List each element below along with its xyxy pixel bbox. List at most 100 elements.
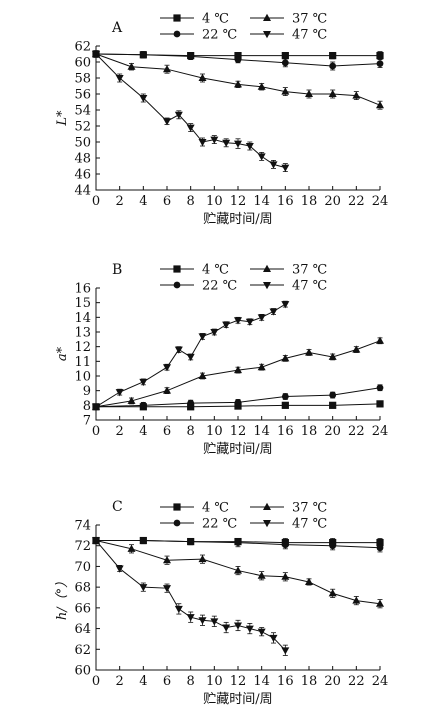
legend-label: 22 ℃ — [202, 28, 237, 43]
x-tick-label: 2 — [116, 194, 124, 209]
y-tick-label: 58 — [74, 72, 91, 87]
series-line — [95, 303, 286, 408]
x-tick-label: 4 — [139, 424, 147, 439]
x-tick-label: 2 — [116, 674, 124, 689]
data-point — [198, 139, 207, 147]
data-point — [245, 318, 254, 326]
series-47c — [92, 300, 290, 411]
data-point — [269, 161, 278, 169]
series-47c — [92, 537, 290, 656]
data-point — [329, 542, 337, 550]
x-tick-label: 8 — [187, 674, 195, 689]
x-tick-label: 20 — [324, 424, 341, 439]
data-point — [245, 625, 254, 633]
data-point — [257, 363, 266, 371]
x-tick-label: 12 — [230, 424, 247, 439]
x-tick-label: 4 — [139, 194, 147, 209]
y-tick-label: 68 — [74, 581, 91, 596]
data-point — [257, 628, 266, 636]
y-tick-label: 10 — [74, 370, 91, 385]
x-tick-label: 18 — [301, 424, 318, 439]
y-tick-label: 44 — [74, 184, 91, 199]
legend-label: 37 ℃ — [292, 501, 327, 516]
legend-label: 4 ℃ — [202, 501, 229, 516]
data-point — [376, 101, 384, 109]
data-point — [139, 378, 148, 387]
data-point — [257, 153, 266, 161]
x-tick-label: 14 — [253, 194, 270, 209]
legend-item: 47 ℃ — [250, 517, 327, 532]
data-point — [234, 140, 242, 148]
y-tick-label: 56 — [74, 88, 91, 103]
series-37c — [92, 49, 384, 110]
legend-marker — [173, 30, 181, 38]
y-tick-label: 54 — [74, 104, 91, 119]
data-point — [234, 52, 242, 60]
data-point — [305, 577, 313, 585]
data-point — [376, 400, 384, 408]
x-tick-label: 24 — [372, 194, 389, 209]
data-point — [163, 556, 171, 564]
data-point — [328, 589, 337, 597]
y-tick-label: 52 — [74, 120, 91, 135]
data-point — [163, 386, 171, 394]
data-point — [115, 565, 124, 573]
data-point — [127, 544, 136, 552]
data-point — [234, 317, 242, 325]
y-tick-label: 13 — [74, 326, 91, 341]
x-axis-label: 贮藏时间/周 — [203, 212, 272, 227]
data-point — [174, 346, 183, 354]
data-point — [187, 403, 195, 411]
legend-item: 22 ℃ — [160, 28, 237, 43]
data-point — [163, 585, 171, 593]
data-point — [352, 596, 361, 604]
data-point — [281, 647, 290, 655]
x-tick-label: 16 — [277, 424, 294, 439]
data-point — [174, 111, 183, 119]
y-tick-label: 12 — [74, 340, 91, 355]
x-tick-label: 16 — [277, 674, 294, 689]
data-point — [305, 348, 313, 356]
legend-label: 37 ℃ — [292, 12, 327, 27]
y-axis-label: L* — [55, 110, 70, 127]
data-point — [257, 82, 266, 90]
legend-marker — [263, 282, 271, 290]
data-point — [269, 308, 278, 316]
x-tick-label: 14 — [253, 674, 270, 689]
data-point — [376, 52, 384, 60]
legend-label: 47 ℃ — [292, 28, 327, 43]
data-point — [210, 618, 219, 626]
data-point — [163, 118, 171, 126]
legend-marker — [263, 502, 271, 510]
legend-item: 22 ℃ — [160, 279, 237, 294]
legend-item: 22 ℃ — [160, 517, 237, 532]
x-tick-label: 22 — [348, 194, 365, 209]
legend-marker — [173, 265, 181, 273]
data-point — [222, 139, 231, 147]
data-point — [234, 80, 242, 88]
legend-label: 22 ℃ — [202, 279, 237, 294]
data-point — [281, 59, 289, 67]
x-tick-label: 10 — [206, 674, 223, 689]
y-tick-label: 62 — [74, 643, 91, 658]
data-point — [281, 541, 289, 549]
series-47c — [92, 50, 290, 173]
data-point — [281, 401, 289, 409]
legend-item: 37 ℃ — [250, 263, 327, 278]
data-point — [281, 301, 290, 309]
series-37c — [92, 336, 384, 410]
data-point — [198, 617, 207, 625]
data-point — [329, 52, 337, 60]
legend-item: 4 ℃ — [160, 12, 229, 27]
data-point — [376, 60, 384, 67]
data-point — [234, 402, 242, 410]
y-tick-label: 46 — [74, 168, 91, 183]
y-axis-label: a* — [55, 346, 70, 361]
x-tick-label: 20 — [324, 194, 341, 209]
series-line — [95, 53, 286, 169]
x-tick-label: 0 — [92, 194, 100, 209]
legend-label: 22 ℃ — [202, 517, 237, 532]
legend-label: 4 ℃ — [202, 12, 229, 27]
data-point — [281, 572, 290, 580]
